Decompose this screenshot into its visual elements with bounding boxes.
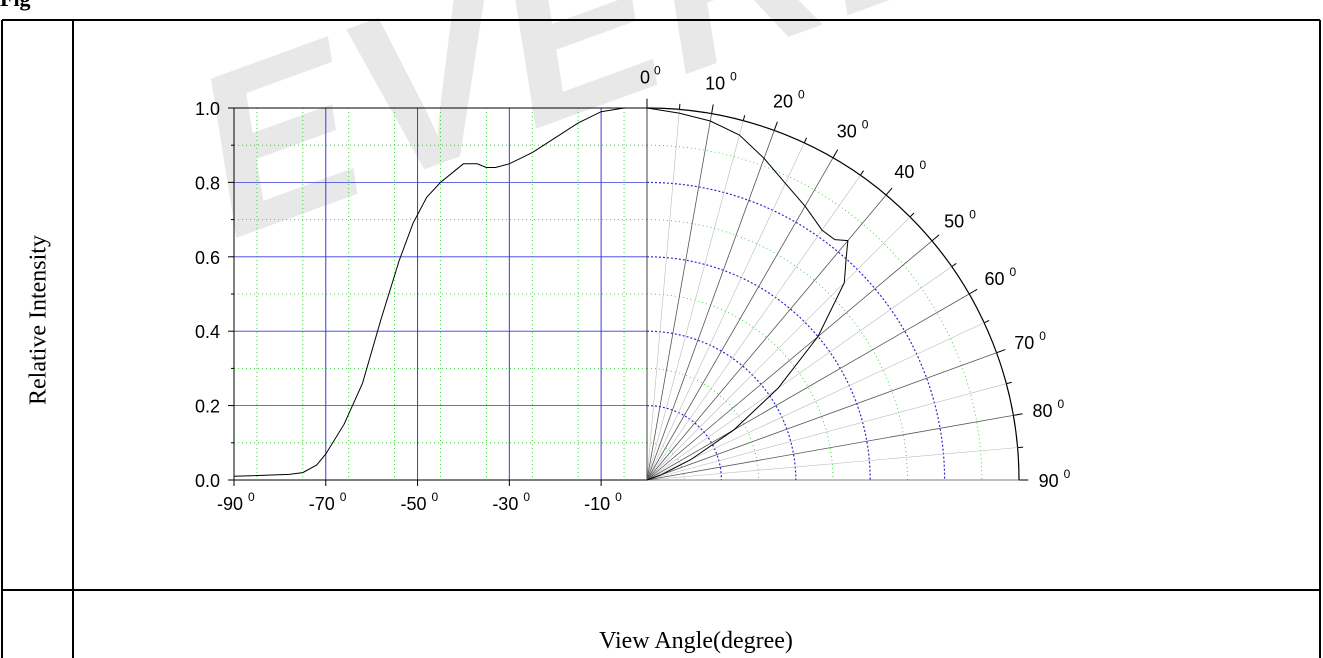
- polar-tick: [832, 149, 839, 159]
- polar-tick-label: 70: [1014, 333, 1034, 353]
- polar-tick: [996, 349, 1006, 354]
- polar-minor-radial: [646, 447, 1018, 481]
- polar-tick-label: 60: [985, 269, 1005, 289]
- polar-tick-label: 10: [705, 74, 725, 94]
- x-tick-degree: 0: [340, 490, 347, 504]
- polar-minor-tick: [742, 115, 746, 121]
- polar-tick-degree: 0: [730, 70, 737, 84]
- polar-radial-line: [646, 113, 712, 481]
- polar-minor-radial: [646, 109, 680, 481]
- polar-tick-label: 90: [1039, 471, 1059, 491]
- polar-minor-radial: [646, 142, 805, 481]
- polar-minor-tick: [1006, 381, 1012, 385]
- polar-radial-line: [646, 240, 933, 481]
- polar-tick-degree: 0: [1057, 397, 1064, 411]
- polar-minor-tick: [983, 319, 990, 324]
- polar-tick: [773, 121, 778, 131]
- polar-tick: [885, 187, 893, 196]
- polar-tick-label: 20: [773, 92, 793, 112]
- x-tick-label: -50: [401, 494, 427, 514]
- polar-minor-tick: [803, 137, 808, 144]
- polar-tick-label: 0: [640, 67, 650, 87]
- polar-tick-degree: 0: [862, 117, 869, 131]
- polar-tick: [711, 104, 714, 114]
- polar-major-arc: [646, 405, 722, 481]
- polar-tick-degree: 0: [919, 158, 926, 172]
- polar-minor-radial: [646, 266, 952, 481]
- polar-radial-line: [646, 415, 1014, 481]
- x-tick-label: -90: [217, 494, 243, 514]
- polar-minor-tick: [951, 263, 957, 268]
- polar-minor-tick: [909, 212, 915, 218]
- polar-intensity-curve: [646, 107, 849, 481]
- x-tick-label: -30: [492, 494, 518, 514]
- polar-radial-line: [646, 352, 997, 481]
- polar-radial-line: [646, 293, 970, 481]
- x-axis-label: View Angle(degree): [599, 628, 793, 654]
- polar-tick-degree: 0: [969, 208, 976, 222]
- polar-tick-label: 50: [944, 212, 964, 232]
- polar-major-arc: [646, 256, 871, 481]
- polar-minor-radial: [646, 175, 861, 481]
- polar-minor-radial: [646, 216, 911, 481]
- polar-radial-line: [646, 194, 887, 481]
- polar-minor-radial: [646, 322, 985, 481]
- polar-tick-label: 80: [1032, 401, 1052, 421]
- polar-tick-label: 30: [837, 121, 857, 141]
- y-tick-label: 0.0: [195, 471, 220, 491]
- polar-tick-degree: 0: [1064, 467, 1071, 481]
- polar-radial-line: [646, 157, 834, 481]
- x-tick-degree: 0: [523, 490, 530, 504]
- polar-tick-label: 40: [894, 162, 914, 182]
- polar-minor-tick: [859, 170, 864, 176]
- y-tick-label: 0.8: [195, 173, 220, 193]
- polar-tick-degree: 0: [1010, 265, 1017, 279]
- x-tick-label: -70: [309, 494, 335, 514]
- y-tick-label: 1.0: [195, 99, 220, 119]
- polar-tick-degree: 0: [1039, 329, 1046, 343]
- cartesian-intensity-curve: [233, 107, 647, 477]
- y-tick-label: 0.6: [195, 248, 220, 268]
- polar-tick: [968, 288, 978, 295]
- polar-tick-degree: 0: [798, 88, 805, 102]
- y-tick-label: 0.2: [195, 397, 220, 417]
- figure-heading: Fig: [0, 0, 31, 12]
- x-tick-degree: 0: [248, 490, 255, 504]
- x-tick-degree: 0: [615, 490, 622, 504]
- polar-tick-degree: 0: [654, 63, 661, 77]
- polar-tick: [931, 234, 940, 242]
- x-tick-degree: 0: [432, 490, 439, 504]
- polar-tick: [1013, 413, 1023, 416]
- polar-radial-line: [646, 130, 775, 481]
- polar-minor-radial: [646, 120, 744, 481]
- polar-minor-radial: [646, 383, 1007, 481]
- x-tick-label: -10: [584, 494, 610, 514]
- y-tick-label: 0.4: [195, 322, 220, 342]
